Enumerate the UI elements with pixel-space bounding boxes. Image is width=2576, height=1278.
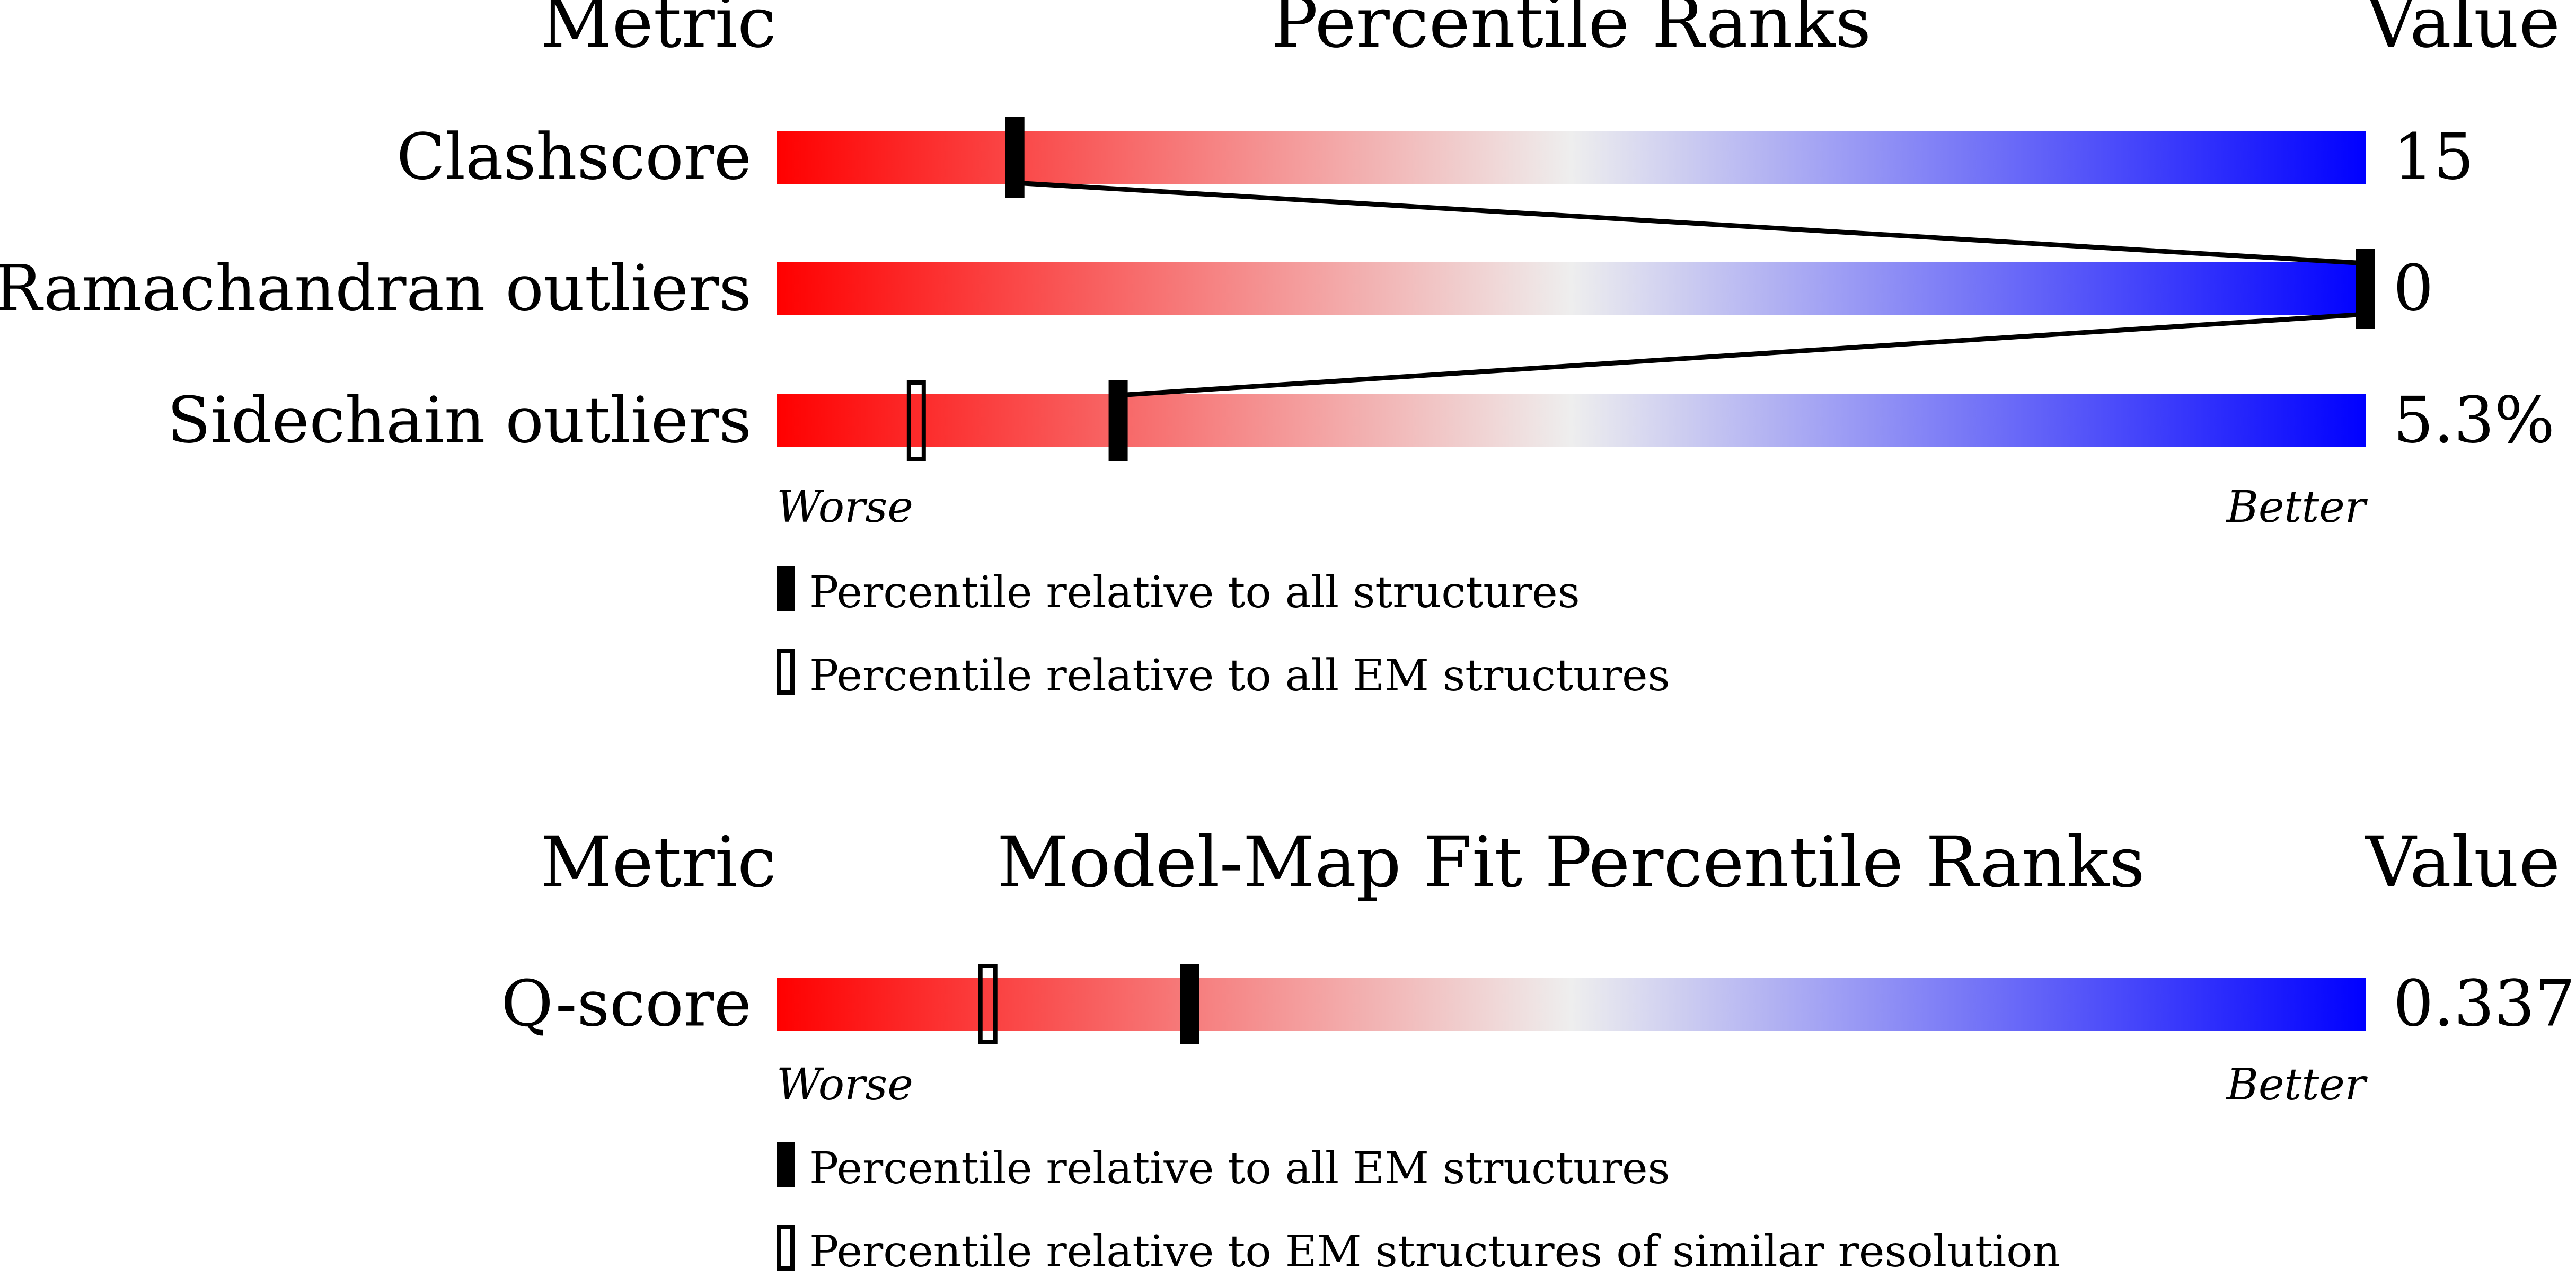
metric-value: 5.3% <box>2393 384 2555 458</box>
chart-title: Percentile Ranks <box>1271 0 1872 64</box>
value-column-header: Value <box>2365 822 2560 903</box>
chart-title: Model-Map Fit Percentile Ranks <box>997 822 2145 903</box>
percentile-bar <box>777 262 2366 315</box>
percentile-connector-line <box>1118 312 2366 398</box>
legend-label: Percentile relative to EM structures of … <box>809 1227 2060 1277</box>
metric-column-header: Metric <box>540 0 777 64</box>
worse-label: Worse <box>777 1060 913 1110</box>
metric-label: Sidechain outliers <box>167 384 752 458</box>
metric-label: Q-score <box>501 968 752 1041</box>
percentile-bar <box>777 394 2366 447</box>
better-label: Better <box>2226 1060 2368 1110</box>
better-label: Better <box>2226 482 2368 532</box>
percentile-bar <box>777 978 2366 1031</box>
metric-column-header: Metric <box>540 822 777 903</box>
metric-value: 15 <box>2393 121 2474 194</box>
em-percentile-marker <box>906 380 926 461</box>
metric-value: 0.337 <box>2393 968 2575 1041</box>
worse-label: Worse <box>777 482 913 532</box>
value-column-header: Value <box>2365 0 2560 64</box>
legend-label: Percentile relative to all structures <box>809 567 1580 618</box>
metric-label: Ramachandran outliers <box>0 252 752 326</box>
legend-label: Percentile relative to all EM structures <box>809 1143 1670 1194</box>
legend-filled-marker <box>777 566 795 611</box>
all-percentile-marker <box>1180 964 1199 1044</box>
legend-open-marker <box>777 1225 795 1271</box>
em-percentile-marker <box>978 964 998 1044</box>
legend-label: Percentile relative to all EM structures <box>809 651 1670 701</box>
percentile-bar <box>777 131 2366 184</box>
legend-open-marker <box>777 649 795 695</box>
metric-value: 0 <box>2393 252 2433 326</box>
percentile-connector-line <box>1014 180 2366 266</box>
legend-filled-marker <box>777 1142 795 1187</box>
metric-label: Clashscore <box>396 121 752 194</box>
